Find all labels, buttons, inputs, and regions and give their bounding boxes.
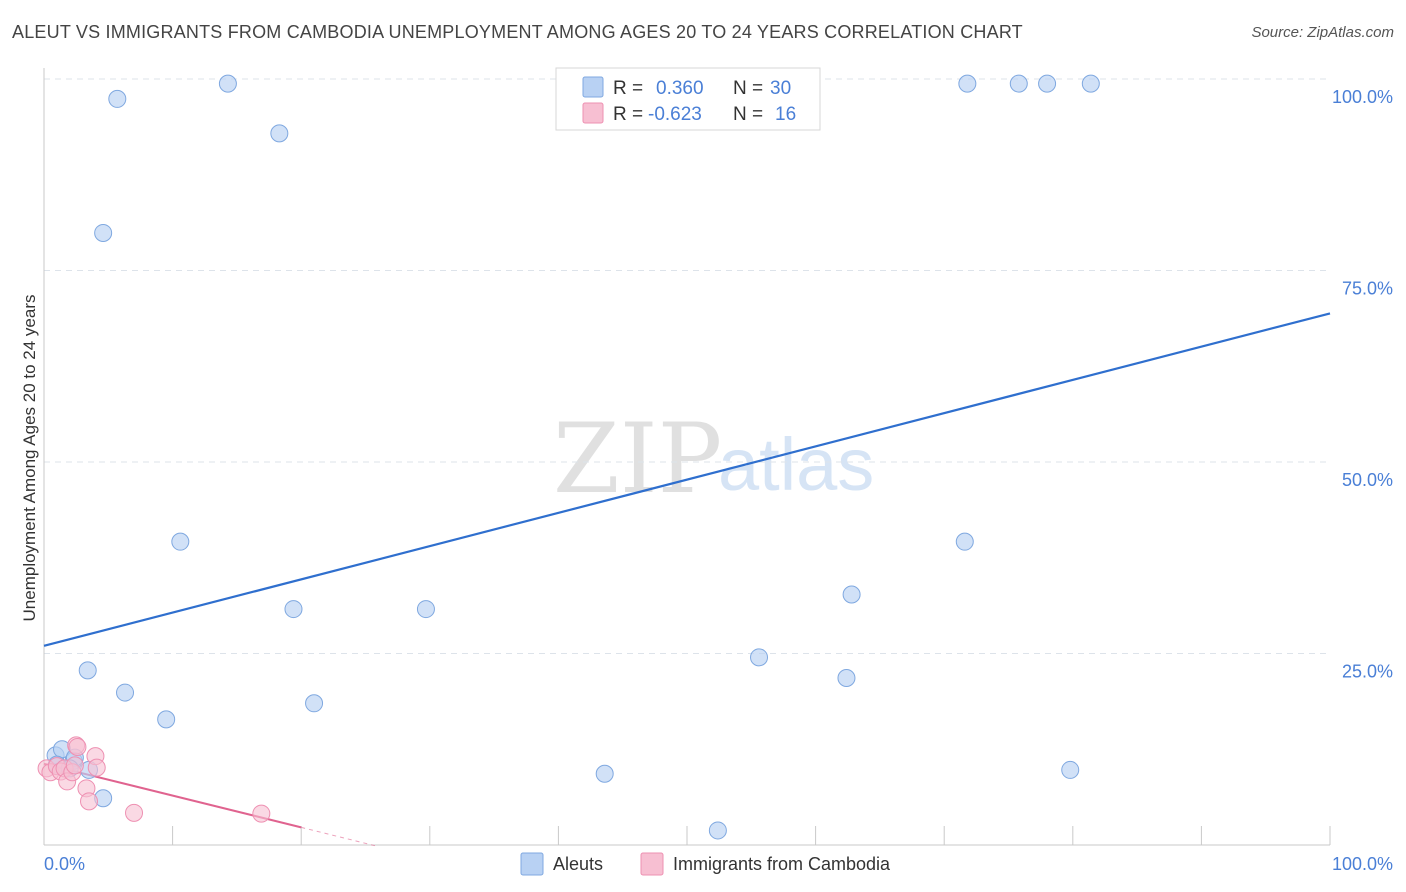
- chart-title: ALEUT VS IMMIGRANTS FROM CAMBODIA UNEMPL…: [12, 22, 1023, 42]
- aleut-point-20: [837, 669, 856, 688]
- aleut-point-19: [750, 648, 769, 667]
- aleut-point-15: [305, 694, 324, 713]
- bottom-legend-swatch-aleut: [520, 852, 544, 876]
- legend-n-label-cambodia: N =: [733, 104, 763, 125]
- aleut-trend-line: [43, 312, 1331, 647]
- series-legend: Aleuts Immigrants from Cambodia: [520, 852, 891, 876]
- aleut-point-13: [270, 124, 289, 143]
- legend-r-value-cambodia: -0.623: [648, 104, 702, 125]
- legend-r-label-aleut: R =: [613, 78, 643, 99]
- data-points: [37, 74, 1100, 840]
- aleut-point-18: [708, 821, 727, 840]
- cambodia-point-7: [65, 756, 84, 775]
- aleut-point-25: [1038, 74, 1057, 93]
- stats-legend: R = 0.360 N = 30 R = -0.623 N = 16: [555, 67, 821, 131]
- aleut-point-22: [955, 532, 974, 551]
- axes: [43, 68, 1331, 846]
- aleut-point-11: [171, 532, 190, 551]
- bottom-legend-label-aleut: Aleuts: [553, 854, 603, 874]
- aleut-point-14: [284, 600, 303, 619]
- y-tick-label-100: 100.0%: [1332, 87, 1393, 107]
- aleut-point-5: [78, 661, 97, 680]
- cambodia-point-9: [68, 737, 87, 756]
- y-tick-label-25: 25.0%: [1342, 662, 1393, 682]
- cambodia-point-13: [87, 758, 106, 777]
- trend-lines: [43, 312, 1331, 848]
- y-tick-label-50: 50.0%: [1342, 470, 1393, 490]
- aleut-point-27: [1081, 74, 1100, 93]
- watermark-zip: ZIP: [553, 403, 722, 515]
- cambodia-point-11: [80, 792, 99, 811]
- legend-n-value-cambodia: 16: [775, 104, 796, 125]
- source-credit: Source: ZipAtlas.com: [1251, 24, 1394, 41]
- aleut-point-7: [94, 223, 113, 242]
- aleut-point-12: [218, 74, 237, 93]
- aleut-point-9: [116, 683, 135, 702]
- x-tick-label-min: 0.0%: [44, 854, 85, 874]
- aleut-point-16: [416, 600, 435, 619]
- aleut-point-23: [958, 74, 977, 93]
- bottom-legend-swatch-cambodia: [640, 852, 664, 876]
- aleut-point-21: [842, 585, 861, 604]
- cambodia-point-15: [252, 804, 271, 823]
- legend-swatch-aleut: [582, 76, 604, 98]
- legend-n-value-aleut: 30: [770, 78, 791, 99]
- aleut-point-24: [1009, 74, 1028, 93]
- legend-n-label-aleut: N =: [733, 78, 763, 99]
- aleut-point-8: [108, 89, 127, 108]
- legend-r-value-aleut: 0.360: [656, 78, 704, 99]
- bottom-legend-label-cambodia: Immigrants from Cambodia: [673, 854, 891, 874]
- legend-swatch-cambodia: [582, 102, 604, 124]
- gridlines: [44, 78, 1330, 654]
- tick-labels: 25.0% 50.0% 75.0% 100.0% 0.0% 100.0%: [44, 87, 1393, 874]
- aleut-point-10: [157, 710, 176, 729]
- legend-r-label-cambodia: R =: [613, 104, 643, 125]
- aleut-point-17: [595, 764, 614, 783]
- cambodia-point-14: [125, 803, 144, 822]
- y-tick-label-75: 75.0%: [1342, 279, 1393, 299]
- cambodia-trend-extension: [301, 826, 379, 848]
- y-axis-label: Unemployment Among Ages 20 to 24 years: [20, 295, 39, 622]
- aleut-point-26: [1061, 760, 1080, 779]
- x-tick-label-max: 100.0%: [1332, 854, 1393, 874]
